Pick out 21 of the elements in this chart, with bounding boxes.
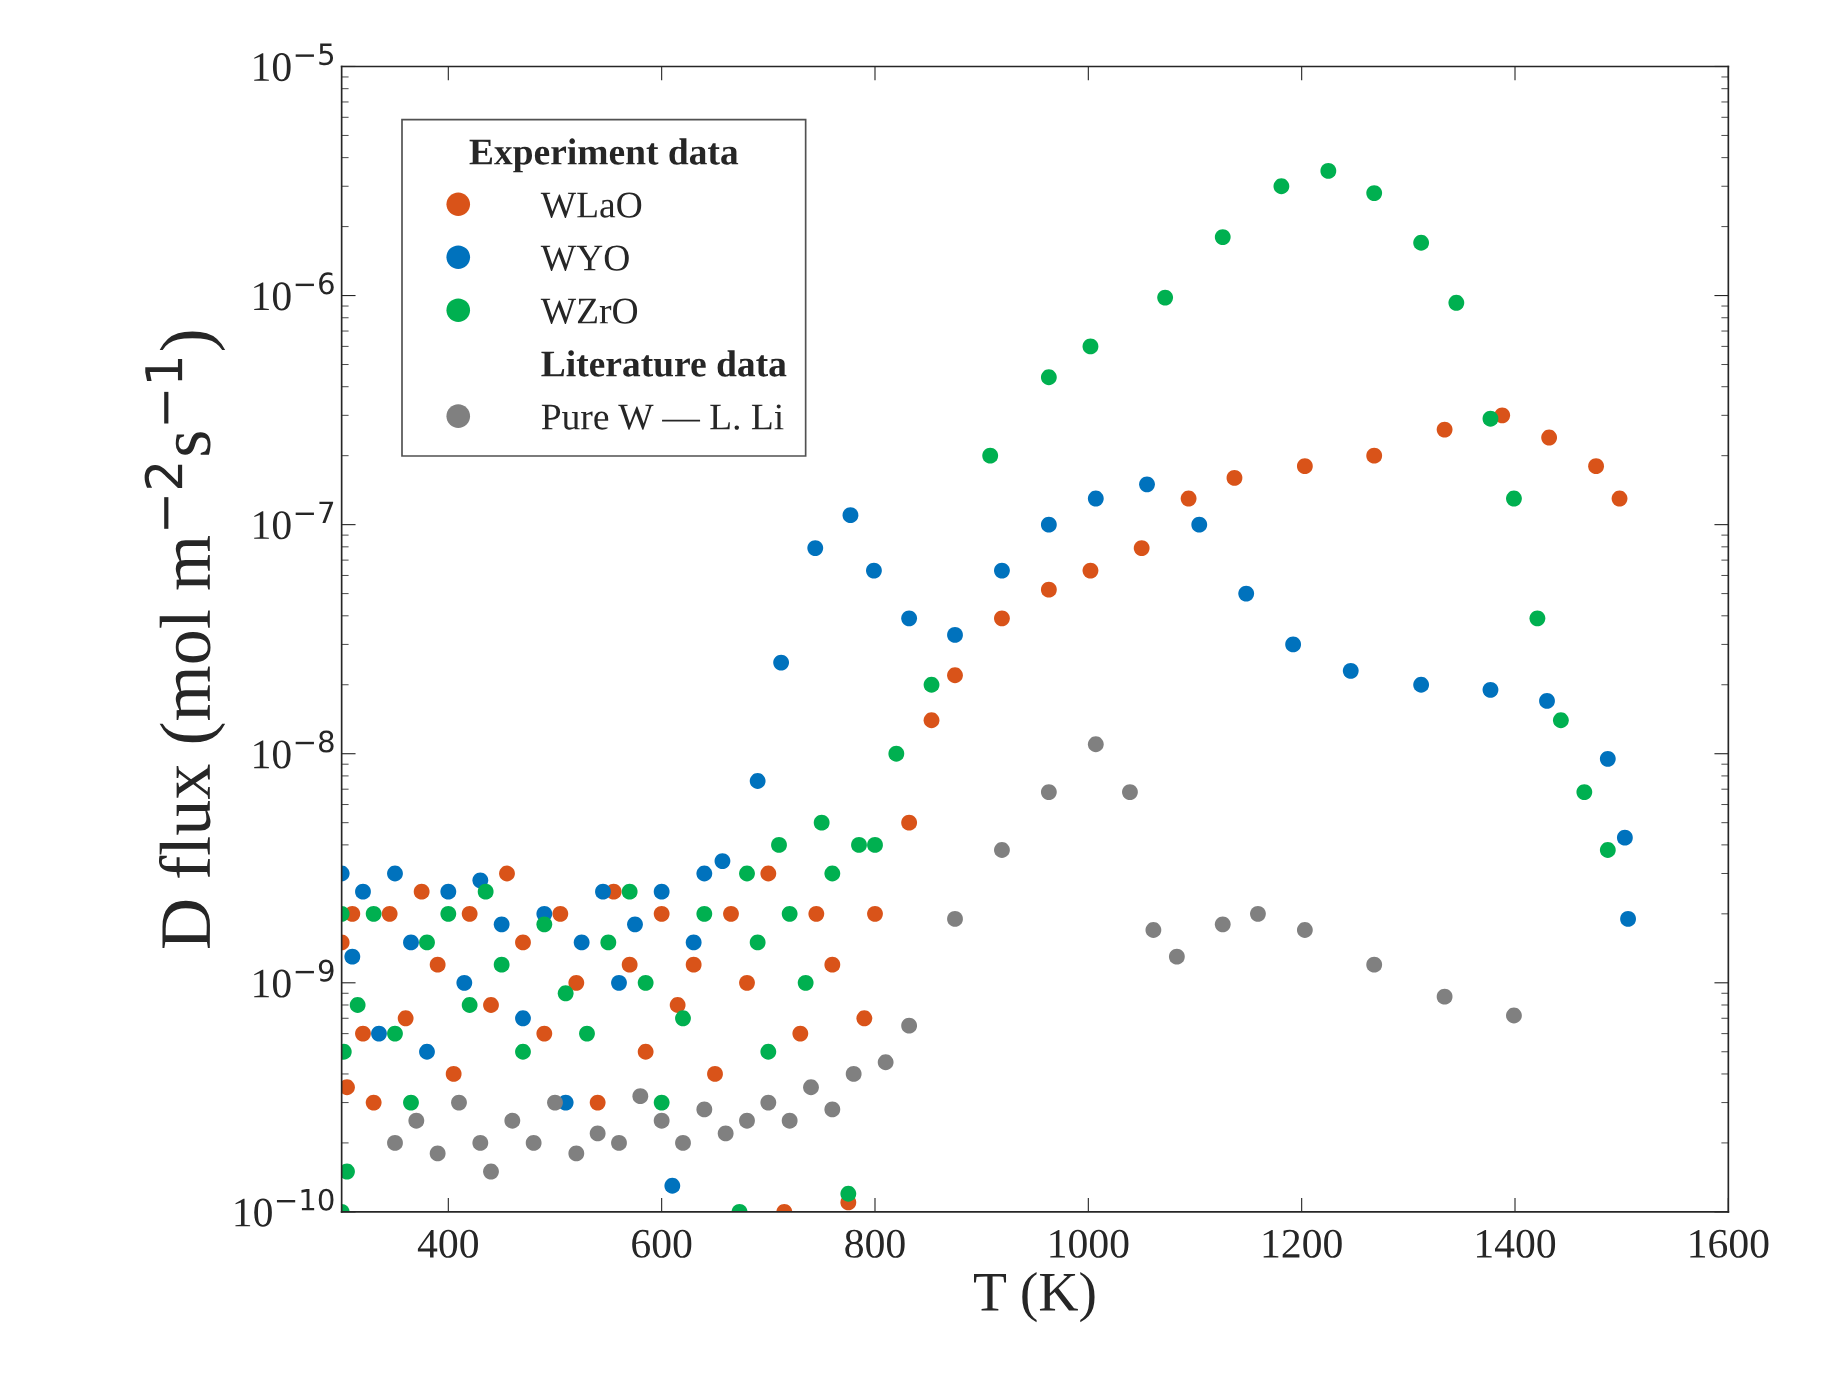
y-tick-label: 10$^{−5}$ [254, 43, 334, 82]
y-axis-title: D flux (mol m$^{−2}$s$^{−1}$) [144, 331, 226, 949]
y-tick-label: 10$^{−10}$ [235, 1188, 334, 1227]
x-tick-label: 1000 [1050, 1229, 1129, 1258]
x-tick-label: 400 [417, 1229, 478, 1258]
legend-label: WYO [540, 245, 629, 271]
x-tick-label: 1200 [1263, 1229, 1342, 1258]
y-tick-label: 10$^{−8}$ [254, 730, 334, 769]
x-tick-label: 1600 [1690, 1229, 1769, 1258]
legend-label: WLaO [540, 192, 642, 218]
y-tick-label: 10$^{−6}$ [254, 272, 334, 311]
x-tick-label: 600 [632, 1229, 692, 1258]
legend-label: Pure W — L. Li [541, 404, 784, 430]
legend-label: WZrO [540, 298, 638, 324]
x-axis-title: T (K) [974, 1271, 1095, 1323]
y-tick-label: 10$^{−7}$ [254, 501, 334, 540]
x-tick-label: 800 [845, 1229, 905, 1258]
y-tick-label: 10$^{−9}$ [254, 959, 334, 998]
legend-title: Experiment data [469, 138, 739, 173]
annotation: Literature data [541, 350, 787, 377]
x-tick-label: 1400 [1477, 1229, 1556, 1258]
